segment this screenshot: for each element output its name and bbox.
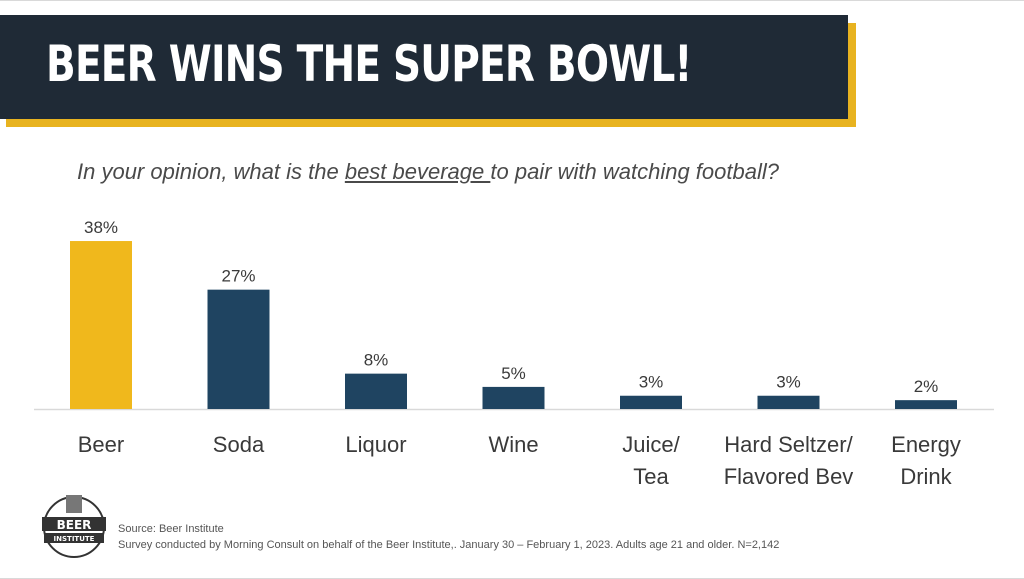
beer-institute-logo: BEER INSTITUTE [42,495,106,558]
logo-mug [66,495,82,513]
source-line: Source: Beer Institute [118,523,224,535]
category-label-3-line-0: Wine [488,432,538,457]
value-label-2: 8% [364,351,389,370]
category-label-6-line-1: Drink [900,464,952,489]
category-label-5-line-0: Hard Seltzer/ [724,432,853,457]
logo-text-bottom: INSTITUTE [54,535,95,543]
question-emphasis: best beverage [344,159,491,184]
bar-3 [482,386,545,409]
category-label-2-line-0: Liquor [345,432,406,457]
category-label-4-line-1: Tea [633,464,669,489]
value-label-5: 3% [776,373,801,392]
bar-chart: 38% Beer 27% Soda 8% Liquor 5% Wine 3% Juice/Tea 3… [34,218,994,489]
bar-1 [207,289,270,409]
survey-note: Survey conducted by Morning Consult on b… [118,539,780,551]
bar-6 [895,400,957,409]
bar-0 [70,241,132,409]
logo-ribbon-top [42,517,106,531]
source-notes: Source: Beer Institute Survey conducted … [118,521,779,553]
category-label-4-line-0: Juice/ [622,432,680,457]
value-label-4: 3% [639,373,664,392]
category-label-0-line-0: Beer [78,432,124,457]
category-label-1-line-0: Soda [213,432,265,457]
value-label-3: 5% [501,364,526,383]
page-title: BEER WINS THE SUPER BOWL! [46,35,692,93]
logo-ribbon-bottom [44,533,104,543]
value-label-1: 27% [221,267,255,286]
survey-question: In your opinion, what is the best bevera… [77,159,779,185]
bar-4 [620,395,682,409]
question-text-before: In your opinion, what is the [77,159,345,184]
title-banner: BEER WINS THE SUPER BOWL! [0,15,848,119]
question-text-after: to pair with watching football? [490,159,779,184]
category-label-5-line-1: Flavored Bev [724,464,854,489]
value-label-6: 2% [914,377,939,396]
bar-2 [345,373,407,409]
logo-text-top: BEER [57,518,92,532]
bar-5 [757,395,820,409]
category-label-6-line-0: Energy [891,432,961,457]
value-label-0: 38% [84,218,118,237]
